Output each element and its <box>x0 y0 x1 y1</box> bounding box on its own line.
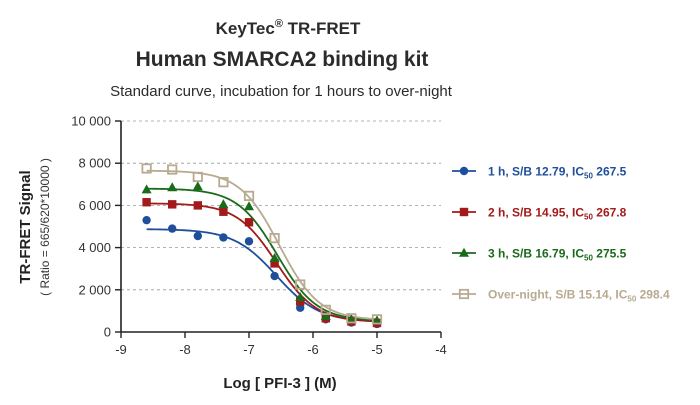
data-point-series-4 <box>243 190 255 202</box>
legend-label-3: 3 h, S/B 16.79, IC50 275.5 <box>488 247 627 263</box>
data-point-series-4 <box>167 164 178 175</box>
legend-marker-2 <box>459 207 469 217</box>
y-tick-label: 4 000 <box>78 240 111 255</box>
y-tick-label: 0 <box>104 325 111 340</box>
data-point-series-4 <box>269 233 280 244</box>
data-points <box>141 163 383 329</box>
chart-subtitle: Standard curve, incubation for 1 hours t… <box>110 83 453 100</box>
y-tick-label: 2 000 <box>78 282 111 297</box>
data-point-series-3 <box>295 291 306 301</box>
data-point-series-3 <box>320 310 331 320</box>
legend-marker-1 <box>459 166 469 176</box>
legend-marker-4 <box>458 288 470 300</box>
data-point-series-3 <box>269 252 280 262</box>
data-point-series-1 <box>270 271 279 281</box>
data-point-series-1 <box>168 224 177 233</box>
y-axis-sublabel: ( Ratio = 665/620*10000 ) <box>38 158 52 296</box>
y-tick-label: 10 000 <box>71 114 111 129</box>
chart-title-brand: KeyTec® TR-FRET <box>216 18 361 38</box>
x-tick-label: -6 <box>307 342 319 357</box>
data-point-series-2 <box>244 218 254 227</box>
data-point-series-3 <box>192 181 203 191</box>
x-tick-label: -9 <box>115 342 127 357</box>
axes: 0 2 000 4 000 6 000 8 000 10 000 -9 -8 -7 -6 -5 -4 <box>71 114 447 358</box>
data-point-series-3 <box>141 184 152 194</box>
data-point-series-4 <box>218 177 229 188</box>
gridlines <box>121 120 441 291</box>
data-point-series-2 <box>296 297 305 306</box>
x-tick-label: -7 <box>243 342 255 357</box>
data-point-series-2 <box>270 259 279 268</box>
fit-curves <box>146 169 378 323</box>
fit-curve-3 <box>146 187 378 322</box>
data-point-series-1 <box>219 233 228 242</box>
data-point-series-3 <box>218 199 229 209</box>
data-point-series-2 <box>142 198 151 207</box>
data-point-series-4 <box>295 279 306 290</box>
data-point-series-3 <box>346 314 357 324</box>
legend-label-2: 2 h, S/B 14.95, IC50 267.8 <box>488 206 627 222</box>
x-axis-label: Log [ PFI-3 ] (M) <box>223 375 336 392</box>
x-tick-label: -4 <box>435 342 447 357</box>
fit-curve-4 <box>146 169 378 320</box>
data-point-series-4 <box>192 171 203 183</box>
legend: 1 h, S/B 12.79, IC50 267.5 2 h, S/B 14.95… <box>452 165 670 304</box>
data-point-series-4 <box>371 314 383 325</box>
data-point-series-3 <box>372 315 382 325</box>
fit-curve-2 <box>146 202 378 323</box>
data-point-series-4 <box>320 304 331 315</box>
data-point-series-4 <box>346 313 357 324</box>
data-point-series-1 <box>193 231 202 241</box>
legend-marker-3 <box>459 247 469 257</box>
data-point-series-1 <box>244 237 254 246</box>
legend-label-4: Over-night, S/B 15.14, IC50 298.4 <box>488 288 670 304</box>
data-point-series-1 <box>296 303 305 312</box>
data-point-series-3 <box>167 182 178 192</box>
x-tick-label: -5 <box>371 342 383 357</box>
y-tick-label: 6 000 <box>78 198 111 213</box>
legend-label-1: 1 h, S/B 12.79, IC50 267.5 <box>488 165 627 181</box>
data-point-series-4 <box>141 163 152 174</box>
y-axis-label: TR-FRET Signal <box>17 170 34 283</box>
data-point-series-2 <box>219 207 228 216</box>
data-point-series-3 <box>244 201 254 211</box>
y-tick-label: 8 000 <box>78 156 111 171</box>
data-point-series-1 <box>142 215 151 225</box>
data-point-series-2 <box>168 200 177 209</box>
data-point-series-2 <box>193 201 202 210</box>
chart-title: Human SMARCA2 binding kit <box>136 48 429 71</box>
x-tick-label: -8 <box>179 342 191 357</box>
